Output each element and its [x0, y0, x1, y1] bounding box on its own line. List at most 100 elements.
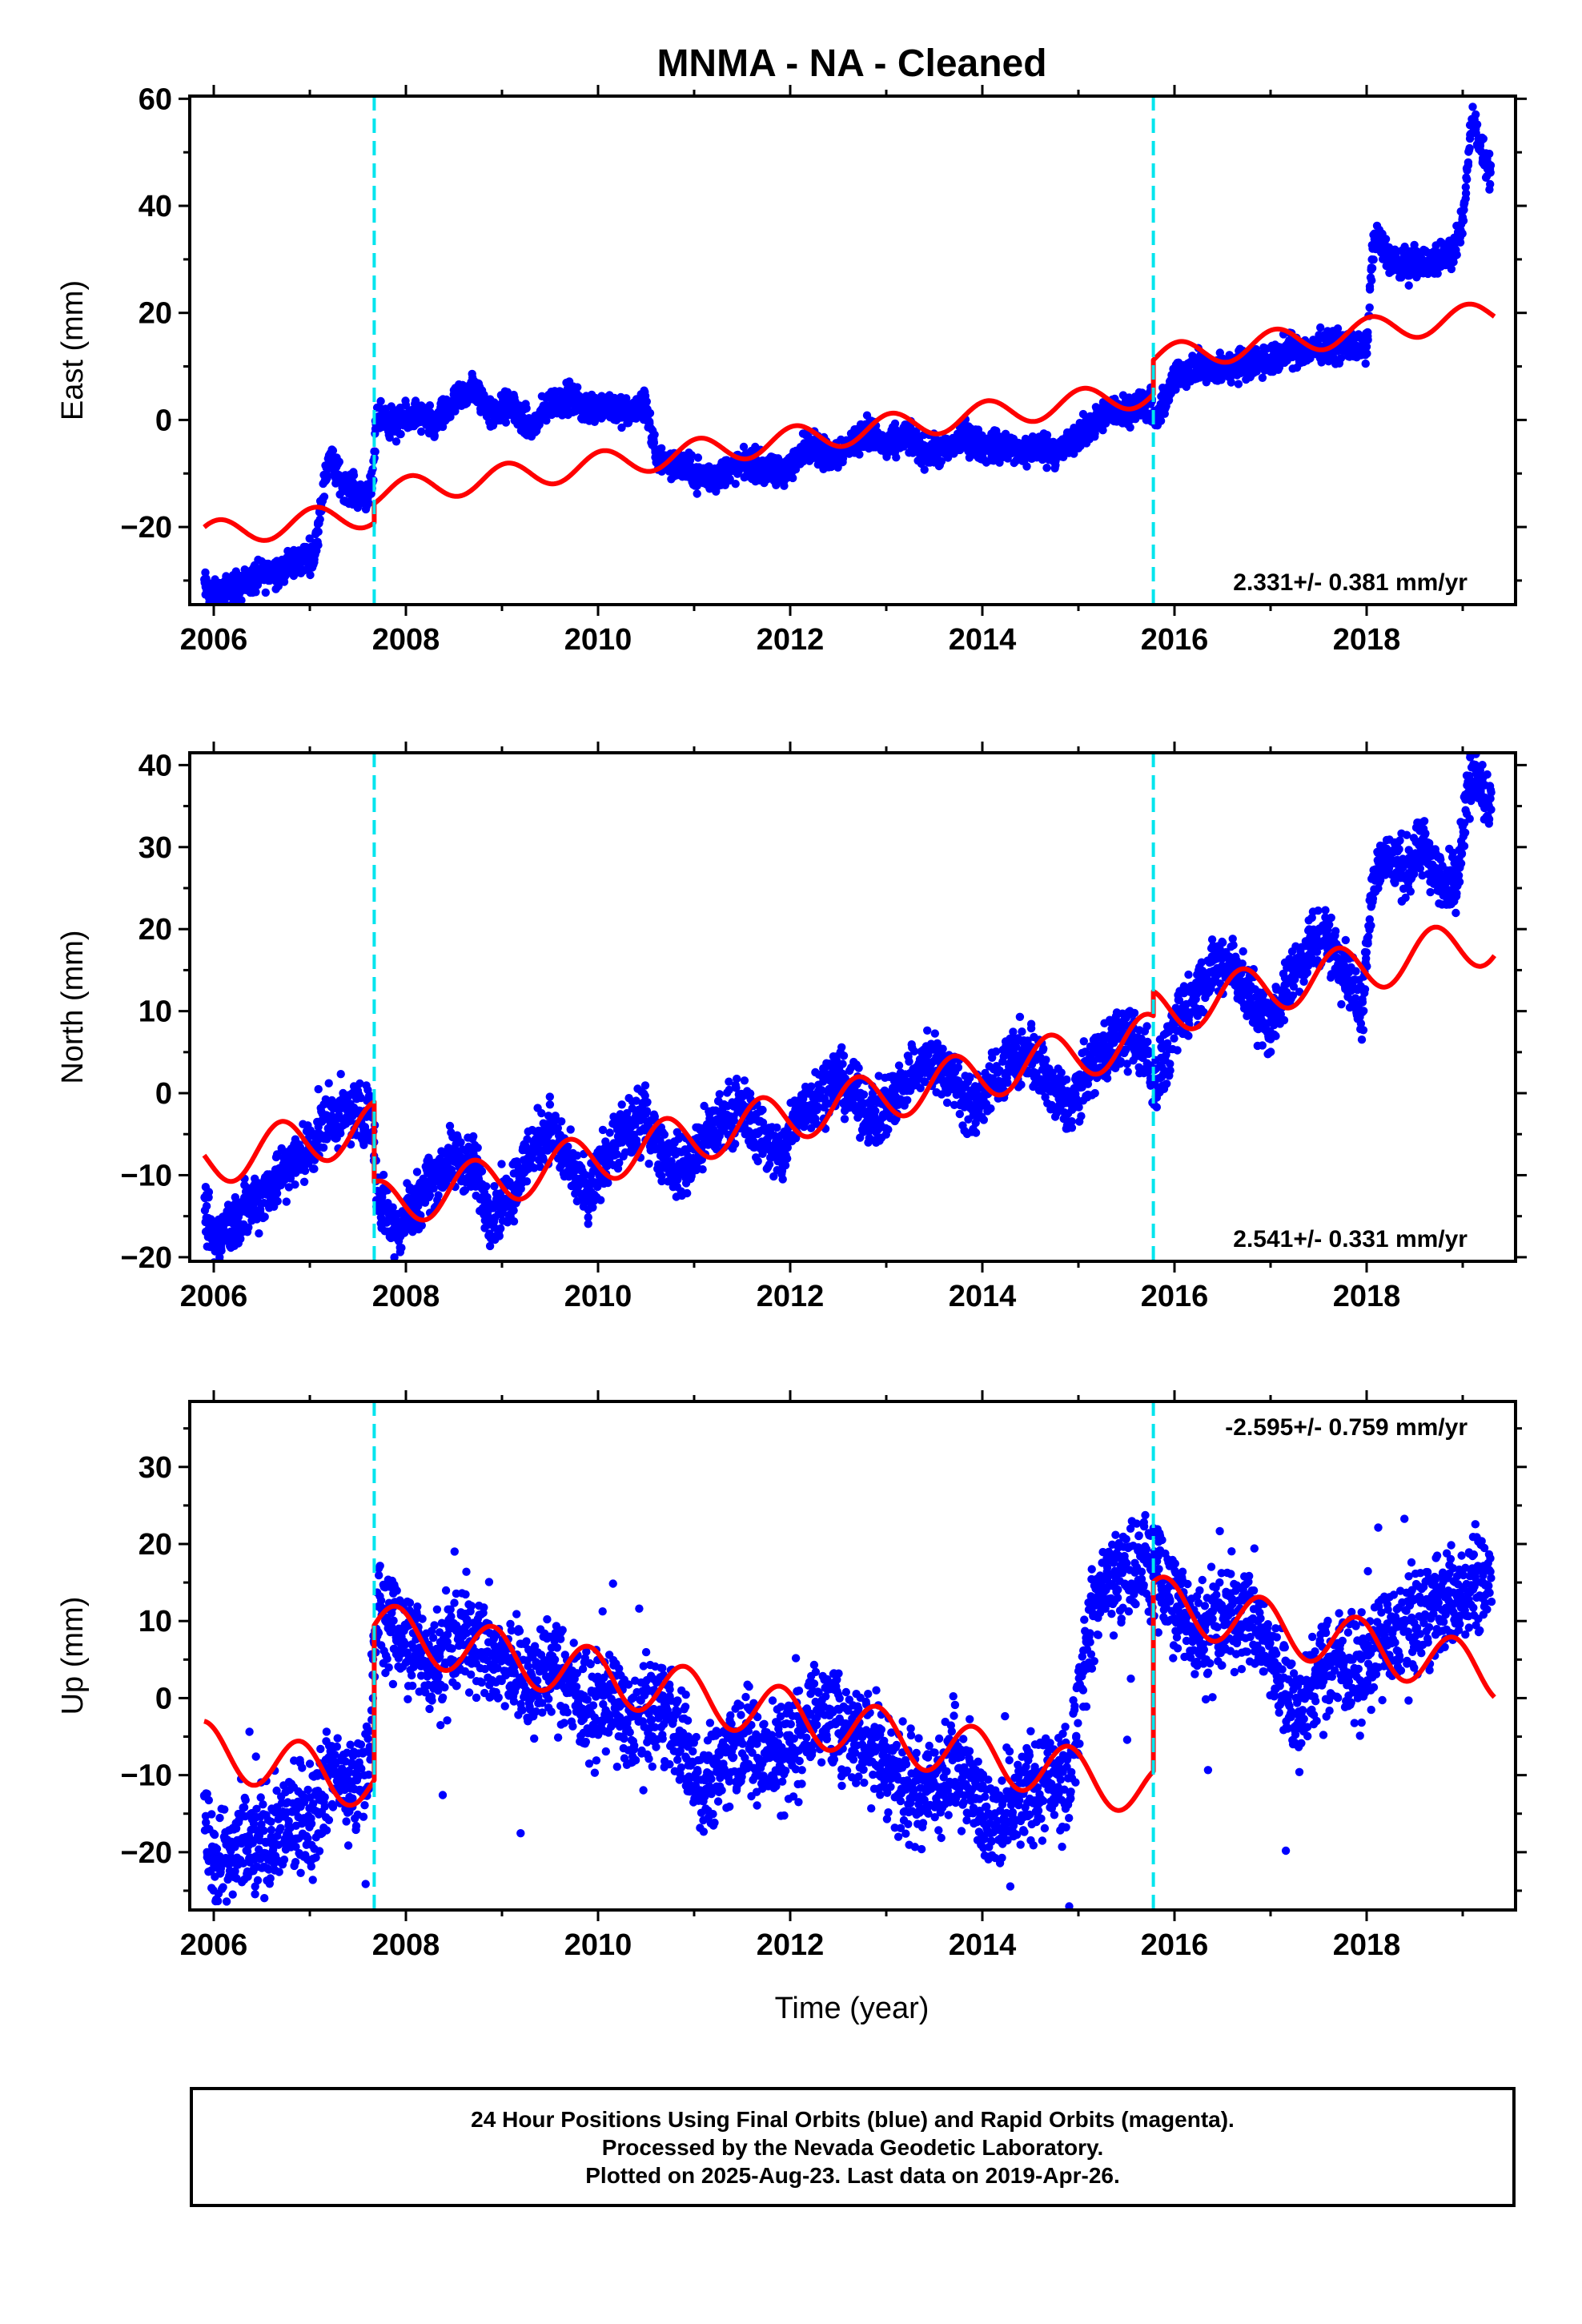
plot-area [200, 753, 1496, 1261]
data-point [660, 1130, 669, 1140]
data-point [588, 1203, 597, 1212]
data-point [261, 588, 270, 597]
data-point [279, 577, 289, 586]
data-point [598, 1125, 608, 1135]
data-point [649, 437, 658, 447]
data-point [445, 1121, 455, 1131]
data-point [497, 1160, 506, 1168]
data-point [1486, 179, 1495, 189]
data-point [349, 471, 359, 480]
data-point [336, 1070, 345, 1079]
data-point [1410, 240, 1419, 250]
data-point [1452, 251, 1461, 259]
data-point [1461, 183, 1471, 191]
data-point [501, 418, 511, 427]
x-tick-label: 2008 [372, 623, 440, 657]
data-point [314, 1084, 323, 1094]
data-point [1463, 175, 1472, 184]
data-point [642, 397, 651, 406]
data-point [557, 1117, 566, 1126]
data-point [456, 1138, 465, 1147]
data-point [573, 383, 582, 392]
data-point [425, 401, 435, 410]
data-point [632, 1096, 640, 1105]
data-point [657, 444, 666, 452]
ticks [179, 85, 1527, 616]
data-point [291, 1180, 299, 1189]
data-point [1486, 161, 1496, 170]
data-point [596, 1196, 605, 1204]
data-point [1397, 273, 1406, 282]
data-point [1363, 336, 1372, 344]
data-point [1472, 120, 1482, 129]
data-point [299, 1177, 309, 1187]
data-point [542, 416, 551, 425]
data-point [244, 1223, 253, 1232]
panel-1: 2006 2008 2010 2012 2014 2016 2018−200204060Ea… [56, 82, 1527, 657]
data-point [1464, 161, 1473, 170]
data-point [617, 1100, 626, 1109]
data-point [477, 1167, 487, 1176]
data-point [937, 456, 946, 466]
data-point [604, 1178, 612, 1188]
data-point [780, 481, 789, 490]
panels: 2006 2008 2010 2012 2014 2016 2018−200204060Ea… [56, 82, 1527, 1962]
data-point [306, 570, 315, 580]
data-point [1156, 416, 1166, 425]
data-point [310, 1164, 319, 1173]
data-point [1202, 378, 1211, 387]
data-point [273, 1196, 282, 1206]
data-point [739, 442, 749, 452]
data-point [772, 480, 781, 489]
data-point [920, 465, 929, 474]
data-point [328, 446, 338, 455]
data-point [789, 473, 797, 483]
data-point [434, 1191, 443, 1200]
data-point [217, 1246, 226, 1255]
data-point [584, 1220, 592, 1228]
data-point [496, 1224, 505, 1233]
plot-area [200, 103, 1496, 605]
data-point [286, 1174, 295, 1183]
data-point [324, 1079, 333, 1088]
data-point [1458, 229, 1467, 238]
data-point [1449, 258, 1458, 267]
data-point [584, 1212, 592, 1222]
data-point [1227, 378, 1236, 387]
data-point [314, 527, 323, 537]
data-point [425, 1191, 435, 1200]
data-point [572, 1151, 582, 1160]
data-point [417, 1221, 426, 1230]
data-point [335, 457, 343, 466]
data-point [642, 1107, 652, 1116]
data-point [538, 1153, 548, 1162]
data-points [200, 753, 1496, 1261]
data-point [1381, 235, 1391, 243]
x-tick-label: 2006 [180, 623, 248, 657]
x-tick-label: 2016 [1141, 623, 1209, 657]
data-point [698, 1165, 707, 1174]
data-point [305, 534, 314, 543]
data-point [1234, 380, 1243, 388]
data-point [390, 1252, 399, 1261]
data-point [643, 1098, 652, 1107]
data-point [693, 453, 703, 462]
data-point [430, 431, 439, 440]
data-point [490, 1182, 499, 1191]
data-point [605, 1128, 614, 1137]
data-point [1336, 354, 1346, 363]
data-point [1171, 385, 1180, 394]
data-point [1468, 103, 1477, 111]
data-point [1459, 216, 1468, 225]
data-point [545, 1100, 555, 1109]
data-point [1447, 264, 1456, 274]
data-point [314, 541, 323, 549]
data-point [469, 1132, 478, 1141]
y-tick-label: 0 [155, 404, 172, 437]
data-point [359, 1140, 368, 1150]
data-point [473, 1144, 482, 1152]
data-point [509, 1206, 518, 1215]
x-tick-label: 2012 [757, 623, 825, 657]
y-axis-title: East (mm) [56, 280, 90, 420]
data-point [1465, 143, 1474, 153]
